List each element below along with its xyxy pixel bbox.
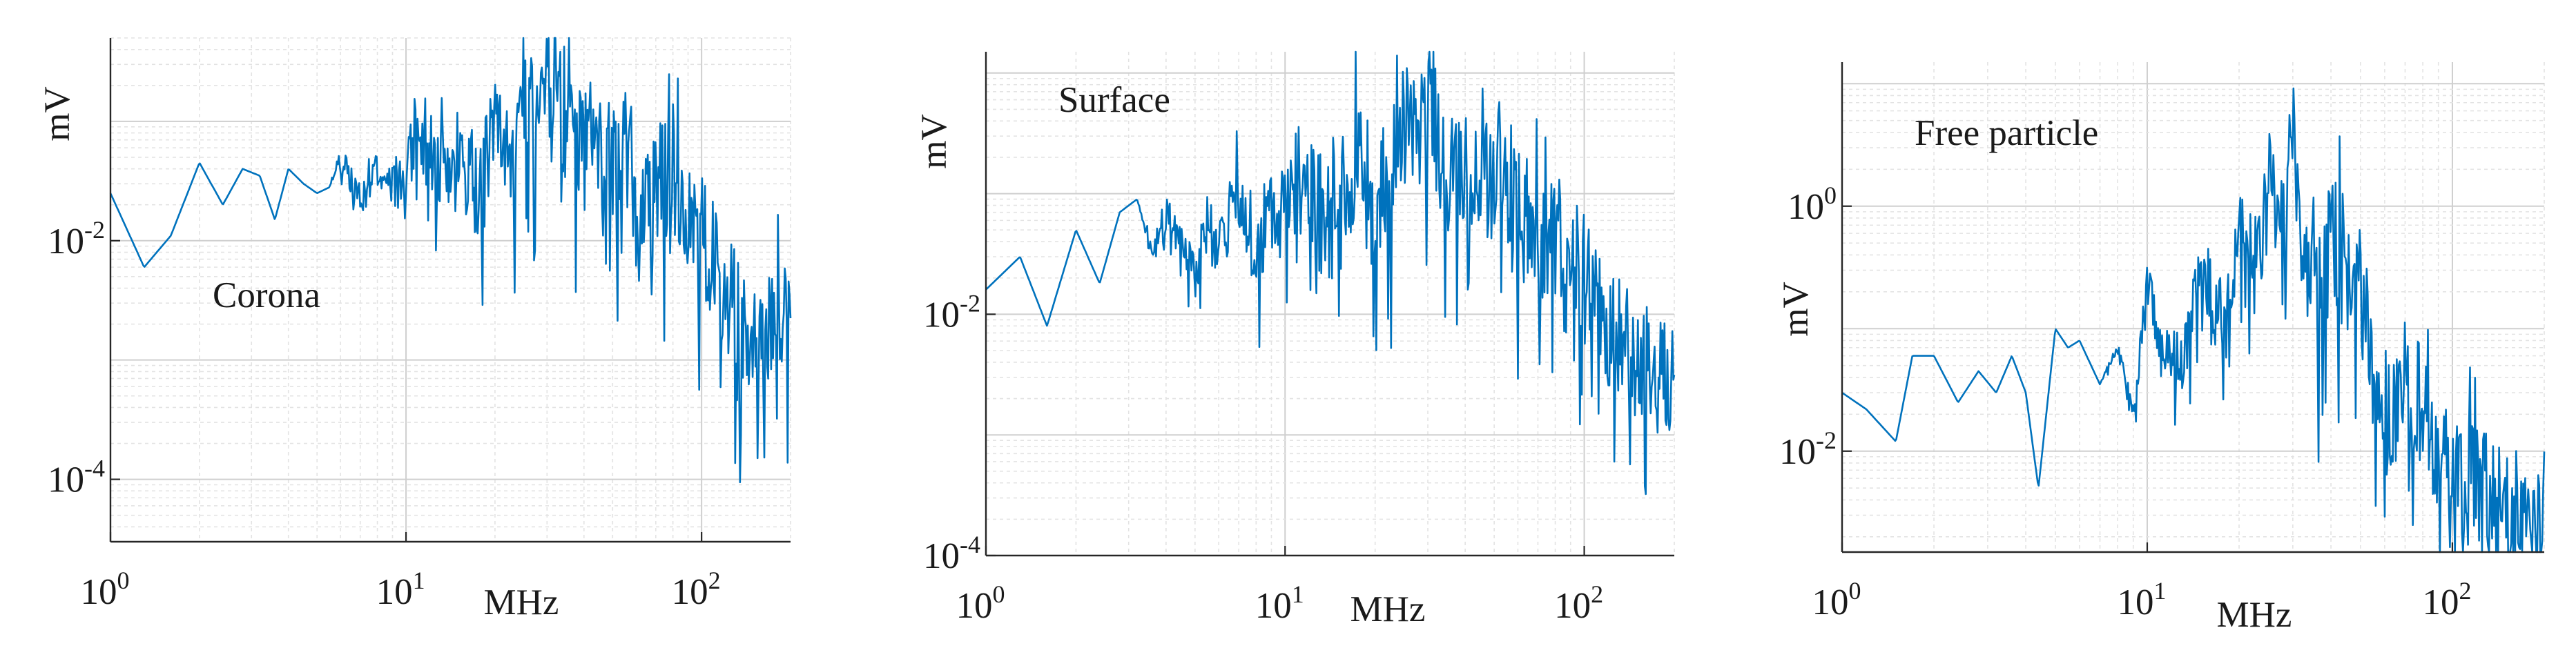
- chart-panel-free-particle: mV MHz Free particle 100 101 102 100 10-2: [1776, 62, 2546, 635]
- annotation-surface: Surface: [1058, 80, 1170, 120]
- x-tick-label: 101: [1255, 580, 1304, 626]
- x-axis-label: MHz: [2217, 595, 2292, 635]
- y-tick-label: 100: [1788, 181, 1837, 227]
- x-tick-label: 102: [672, 567, 721, 612]
- series-line-surface: [985, 50, 1676, 495]
- y-tick-label: 10-4: [923, 531, 980, 576]
- x-axis-label: MHz: [1350, 589, 1426, 629]
- y-tick-label: 10-2: [1779, 426, 1837, 472]
- x-tick-label: 100: [81, 567, 130, 612]
- grid: [110, 37, 791, 542]
- annotation-corona: Corona: [213, 275, 320, 315]
- series-line-free-particle: [1841, 87, 2546, 553]
- y-axis-label: mV: [1776, 282, 1816, 337]
- axes: [109, 38, 791, 543]
- x-tick-label: 100: [1812, 577, 1861, 622]
- x-tick-labels: 100 101 102: [956, 580, 1604, 626]
- axes: [1841, 62, 2544, 553]
- y-tick-labels: 10-2 10-4: [923, 289, 980, 576]
- x-tick-labels: 100 101 102: [81, 567, 721, 612]
- y-tick-labels: 10-2 10-4: [48, 216, 105, 500]
- series-line-corona: [109, 37, 792, 484]
- x-tick-label: 101: [2117, 577, 2166, 622]
- x-tick-label: 100: [956, 580, 1005, 626]
- chart-panel-corona: mV MHz Corona 100 101 102 10-2 10-4: [37, 37, 792, 622]
- x-tick-label: 102: [2422, 577, 2471, 622]
- x-tick-label: 101: [376, 567, 425, 612]
- x-tick-label: 102: [1554, 580, 1603, 626]
- x-tick-labels: 100 101 102: [1812, 577, 2472, 622]
- chart-panel-surface: mV MHz Surface 100 101 102 10-2 10-4: [914, 50, 1676, 629]
- y-tick-labels: 100 10-2: [1779, 181, 1837, 472]
- y-tick-label: 10-2: [48, 216, 105, 262]
- annotation-free-particle: Free particle: [1915, 113, 2098, 153]
- x-axis-label: MHz: [484, 582, 559, 622]
- y-tick-label: 10-4: [48, 455, 105, 500]
- grid: [985, 52, 1675, 556]
- y-tick-label: 10-2: [923, 289, 980, 335]
- y-axis-label: mV: [914, 114, 954, 169]
- axes: [985, 52, 1674, 557]
- y-axis-label: mV: [37, 86, 77, 141]
